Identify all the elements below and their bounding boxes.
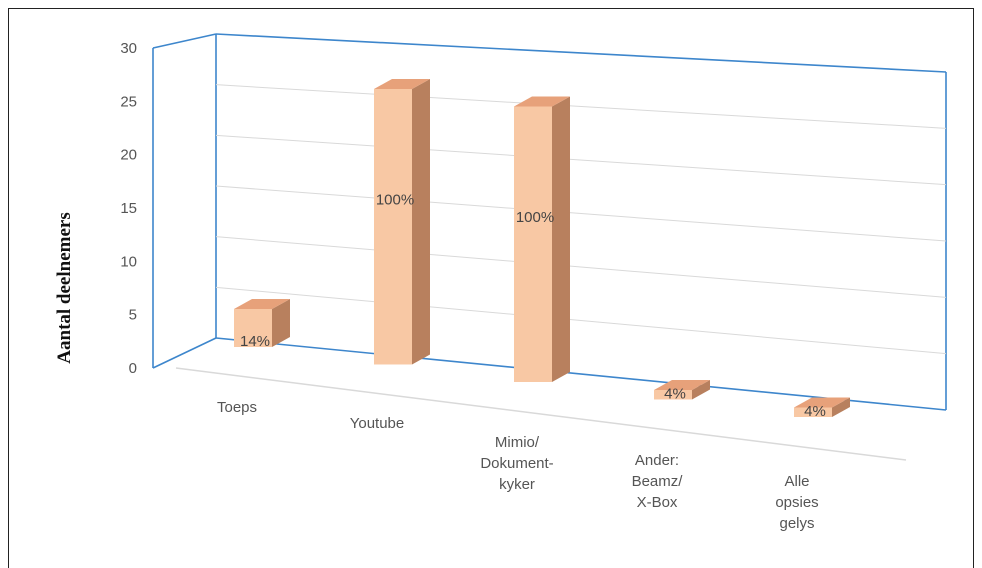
category-label: Youtube (350, 415, 405, 432)
category-label: Toeps (217, 399, 257, 416)
data-label: 100% (516, 209, 554, 226)
bar-side (692, 380, 710, 400)
bar-top (654, 380, 710, 390)
frame-edge (152, 337, 217, 369)
bar-side (832, 397, 850, 417)
y-tick-label: 0 (129, 360, 137, 377)
data-label: 4% (664, 386, 686, 403)
bar-side (272, 299, 290, 347)
data-label: 100% (376, 192, 414, 209)
frame-edge (152, 33, 217, 49)
bar-front (234, 309, 272, 347)
y-tick-label: 5 (129, 307, 137, 324)
gridline (215, 84, 947, 129)
category-label: Alle opsies gelys (775, 473, 818, 532)
y-tick-label: 25 (120, 93, 137, 110)
bar (374, 79, 430, 365)
y-axis-label: Aantal deelnemers (54, 212, 75, 363)
gridline (215, 185, 947, 242)
bar-top (234, 299, 290, 309)
y-tick-label: 10 (120, 253, 137, 270)
frame-edge (215, 33, 947, 73)
bar-top (794, 397, 850, 408)
bar (654, 380, 710, 400)
bar-top (374, 79, 430, 89)
gridline (215, 286, 947, 355)
data-label: 4% (804, 403, 826, 420)
floor-line (175, 367, 907, 461)
y-tick-label: 15 (120, 200, 137, 217)
bar-front (374, 89, 412, 365)
y-tick-label: 30 (120, 40, 137, 57)
bar (514, 96, 570, 382)
bar (794, 397, 850, 417)
bar-front (794, 407, 832, 417)
bar-side (412, 79, 430, 365)
bar-front (654, 390, 692, 400)
y-tick-label: 20 (120, 147, 137, 164)
category-label: Ander: Beamz/X-Box (632, 452, 684, 511)
category-label: Mimio/Dokument-kyker (480, 434, 553, 493)
gridline (215, 236, 947, 298)
gridline (215, 134, 947, 186)
data-label: 14% (240, 333, 270, 350)
bar-side (552, 96, 570, 382)
bar (234, 299, 290, 347)
bar-top (514, 96, 570, 107)
bar-front (514, 106, 552, 382)
